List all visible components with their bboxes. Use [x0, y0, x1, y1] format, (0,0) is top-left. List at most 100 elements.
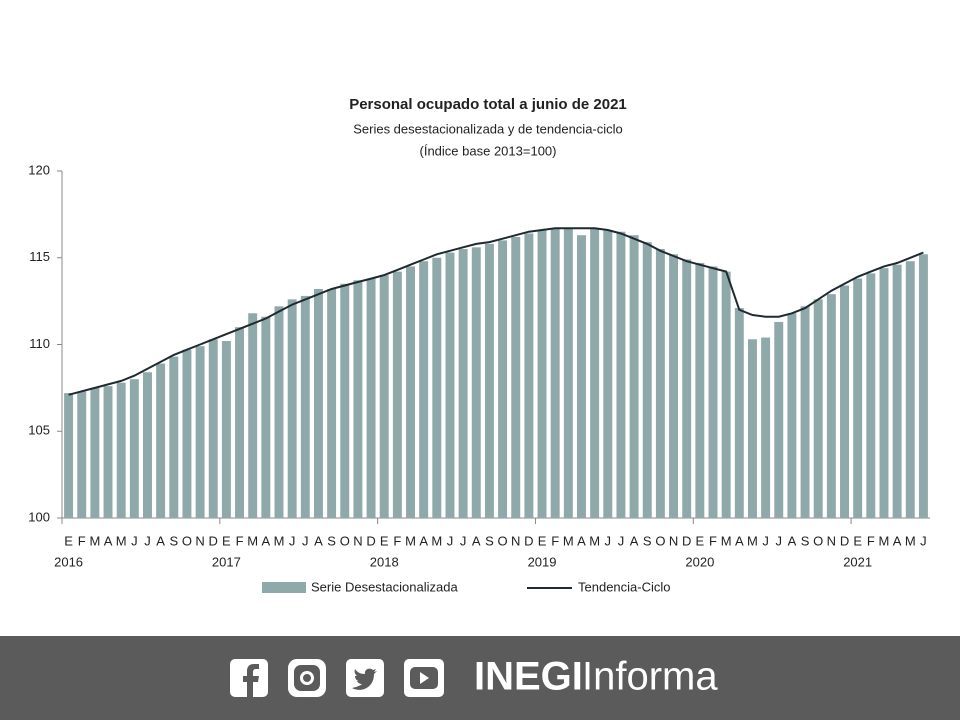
bar — [826, 294, 836, 518]
brand-suffix: Informa — [582, 655, 718, 699]
bar — [90, 387, 100, 518]
bar — [918, 254, 928, 518]
x-tick-label: D — [209, 533, 218, 548]
x-tick-label: O — [813, 533, 823, 548]
bar — [182, 349, 192, 518]
x-tick-label: M — [89, 533, 100, 548]
bar — [195, 346, 205, 518]
x-tick-label: A — [104, 533, 113, 548]
x-tick-label: A — [314, 533, 323, 548]
x-tick-label: M — [274, 533, 285, 548]
year-label: 2019 — [528, 554, 557, 569]
bar — [655, 249, 665, 518]
x-tick-label: F — [236, 533, 244, 548]
bar — [721, 271, 731, 518]
y-tick-label: 105 — [28, 423, 50, 438]
bar — [235, 327, 245, 518]
brand: INEGI — [474, 655, 583, 699]
x-tick-label: F — [551, 533, 559, 548]
bar — [853, 278, 863, 518]
x-tick-label: E — [696, 533, 705, 548]
x-tick-label: M — [116, 533, 127, 548]
social-icons — [230, 659, 444, 697]
bar — [313, 288, 323, 518]
year-label: 2021 — [843, 554, 872, 569]
bar — [445, 252, 455, 519]
x-tick-label: M — [563, 533, 574, 548]
bar — [761, 337, 771, 518]
x-tick-label: D — [682, 533, 691, 548]
x-tick-label: A — [893, 533, 902, 548]
bar — [458, 249, 468, 518]
x-tick-label: E — [64, 533, 73, 548]
bar — [471, 247, 481, 518]
x-tick-label: M — [589, 533, 600, 548]
bar — [432, 257, 442, 518]
x-tick-label: N — [353, 533, 362, 548]
bar — [550, 228, 560, 518]
bar — [406, 266, 415, 518]
bar — [392, 271, 402, 518]
x-tick-label: A — [788, 533, 797, 548]
bar — [747, 339, 757, 518]
x-tick-label: O — [498, 533, 508, 548]
chart-title: Personal ocupado total a junio de 2021 — [349, 96, 627, 113]
bar — [642, 242, 652, 518]
x-tick-label: S — [485, 533, 494, 548]
x-tick-label: A — [262, 533, 271, 548]
x-tick-label: F — [709, 533, 717, 548]
x-tick-label: O — [655, 533, 665, 548]
x-tick-label: A — [472, 533, 481, 548]
bar — [905, 261, 915, 518]
x-tick-label: J — [605, 533, 612, 548]
year-label: 2017 — [212, 554, 241, 569]
bar — [813, 299, 823, 518]
x-tick-label: J — [131, 533, 138, 548]
x-tick-label: J — [460, 533, 467, 548]
x-tick-label: J — [776, 533, 783, 548]
x-tick-label: S — [327, 533, 336, 548]
bar — [287, 299, 297, 518]
year-label: 2020 — [685, 554, 714, 569]
bar — [866, 273, 876, 518]
x-tick-label: M — [747, 533, 758, 548]
bar — [143, 372, 152, 518]
x-tick-label: J — [302, 533, 309, 548]
bar — [129, 379, 139, 518]
bar — [498, 240, 508, 518]
bar — [879, 268, 889, 518]
x-tick-label: N — [669, 533, 678, 548]
trend-line — [68, 227, 924, 396]
x-tick-label: M — [721, 533, 732, 548]
bar — [774, 321, 784, 518]
legend-label: Tendencia-Ciclo — [578, 579, 671, 594]
bar — [669, 254, 679, 518]
bar — [629, 235, 639, 518]
x-tick-label: N — [827, 533, 836, 548]
x-tick-label: M — [905, 533, 916, 548]
x-tick-label: D — [366, 533, 375, 548]
bar — [800, 306, 810, 518]
bar — [419, 261, 429, 518]
bar — [603, 229, 613, 519]
y-tick-label: 100 — [28, 509, 50, 524]
x-tick-label: M — [431, 533, 442, 548]
x-tick-label: M — [247, 533, 258, 548]
bar — [892, 264, 902, 518]
x-tick-label: J — [618, 533, 625, 548]
x-tick-label: E — [380, 533, 389, 548]
x-tick-label: M — [405, 533, 416, 548]
x-tick-label: F — [393, 533, 401, 548]
bar — [787, 313, 797, 518]
x-tick-label: J — [762, 533, 769, 548]
bar — [340, 283, 350, 518]
bar — [261, 316, 271, 518]
y-tick-label: 115 — [29, 249, 50, 264]
chart-subtitle: (Índice base 2013=100) — [420, 143, 557, 158]
x-tick-label: D — [524, 533, 533, 548]
footer — [0, 636, 960, 720]
x-tick-label: E — [222, 533, 231, 548]
bar — [169, 356, 179, 518]
